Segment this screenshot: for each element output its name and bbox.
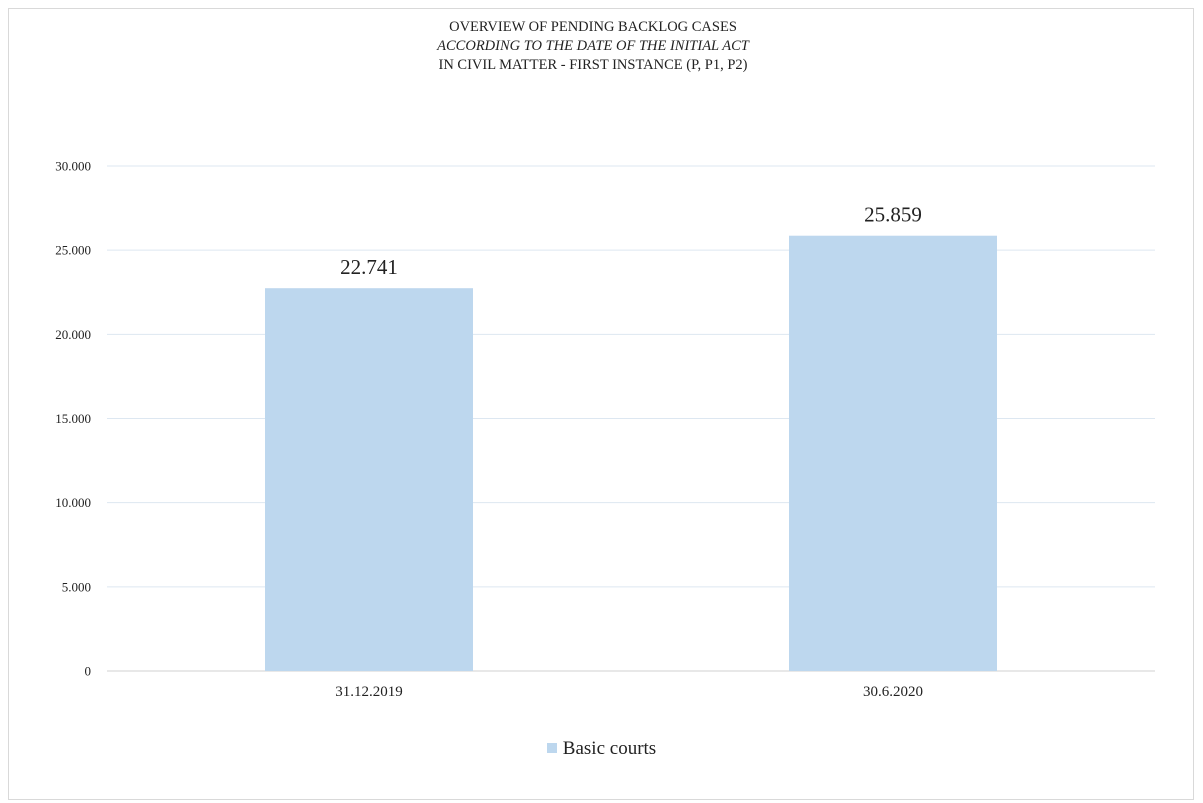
legend: Basic courts [0, 738, 1203, 760]
y-tick-label: 30.000 [55, 159, 91, 174]
y-tick-label: 10.000 [55, 495, 91, 510]
data-label: 25.859 [864, 203, 922, 227]
y-tick-label: 20.000 [55, 327, 91, 342]
chart-title-line-2: ACCORDING TO THE DATE OF THE INITIAL ACT [437, 38, 749, 54]
y-tick-label: 25.000 [55, 243, 91, 258]
data-label: 22.741 [340, 255, 398, 279]
y-tick-label: 5.000 [62, 579, 91, 594]
legend-swatch [546, 742, 557, 753]
bar [265, 288, 473, 671]
chart-title: OVERVIEW OF PENDING BACKLOG CASES ACCORD… [0, 18, 1186, 75]
legend-label: Basic courts [562, 738, 657, 759]
x-tick-label: 30.6.2020 [863, 684, 923, 700]
y-tick-label: 0 [85, 664, 92, 679]
bar [789, 235, 997, 671]
chart-title-line-3: IN CIVIL MATTER - FIRST INSTANCE (P, P1,… [438, 57, 748, 73]
y-tick-label: 15.000 [55, 411, 91, 426]
chart-title-line-1: OVERVIEW OF PENDING BACKLOG CASES [449, 19, 737, 35]
x-tick-label: 31.12.2019 [335, 684, 403, 700]
